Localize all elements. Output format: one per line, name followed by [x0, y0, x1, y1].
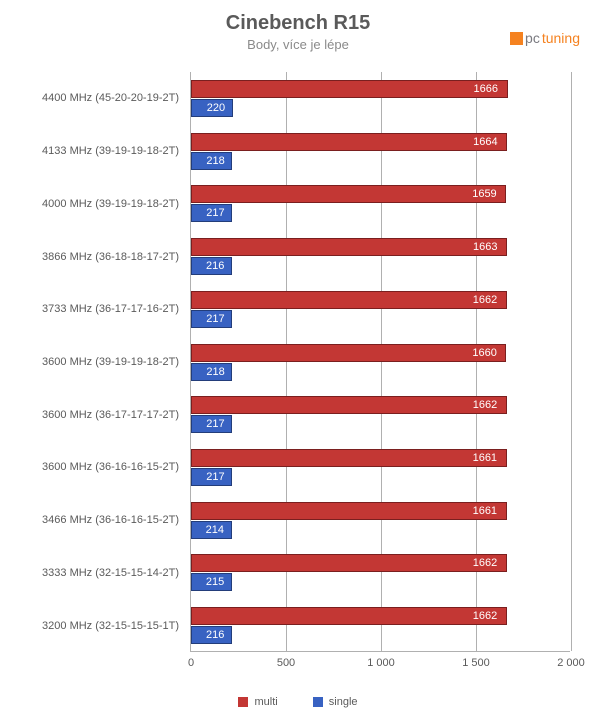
bar-value-single: 217 [206, 310, 224, 328]
brand-logo: pctuning [510, 30, 580, 46]
bar-group: 4133 MHz (39-19-19-18-2T)1664218 [191, 133, 570, 170]
category-label: 3600 MHz (39-19-19-18-2T) [1, 356, 191, 368]
category-label: 4000 MHz (39-19-19-18-2T) [1, 198, 191, 210]
category-label: 3466 MHz (36-16-16-15-2T) [1, 514, 191, 526]
bar-multi [191, 291, 507, 309]
legend-swatch-multi [238, 697, 248, 707]
bar-value-single: 214 [206, 521, 224, 539]
bar-value-multi: 1662 [473, 607, 497, 625]
logo-text-pc: pc [525, 30, 540, 46]
bar-multi [191, 502, 507, 520]
chart-container: Cinebench R15 Body, více je lépe pctunin… [0, 0, 596, 720]
x-tick-label: 0 [188, 657, 194, 669]
bar-multi [191, 80, 508, 98]
bar-group: 3733 MHz (36-17-17-16-2T)1662217 [191, 291, 570, 328]
category-label: 4400 MHz (45-20-20-19-2T) [1, 92, 191, 104]
bar-value-single: 216 [206, 626, 224, 644]
bar-group: 3333 MHz (32-15-15-14-2T)1662215 [191, 554, 570, 591]
bar-group: 3600 MHz (36-16-16-15-2T)1661217 [191, 449, 570, 486]
category-label: 3600 MHz (36-17-17-17-2T) [1, 409, 191, 421]
category-label: 3733 MHz (36-17-17-16-2T) [1, 303, 191, 315]
bar-value-multi: 1660 [472, 344, 496, 362]
bar-group: 3200 MHz (32-15-15-15-1T)1662216 [191, 607, 570, 644]
gridline [571, 72, 572, 651]
bar-group: 4400 MHz (45-20-20-19-2T)1666220 [191, 80, 570, 117]
bar-multi [191, 449, 507, 467]
category-label: 3200 MHz (32-15-15-15-1T) [1, 620, 191, 632]
legend-label-single: single [329, 696, 358, 708]
bar-group: 3466 MHz (36-16-16-15-2T)1661214 [191, 502, 570, 539]
bar-value-multi: 1659 [472, 185, 496, 203]
bar-value-multi: 1666 [474, 80, 498, 98]
bar-group: 3866 MHz (36-18-18-17-2T)1663216 [191, 238, 570, 275]
x-tick-label: 500 [277, 657, 295, 669]
bar-value-multi: 1662 [473, 396, 497, 414]
bar-multi [191, 344, 506, 362]
plot-area: 05001 0001 5002 0004400 MHz (45-20-20-19… [190, 72, 570, 652]
bar-value-single: 217 [206, 204, 224, 222]
chart-title: Cinebench R15 [0, 0, 596, 35]
bar-value-multi: 1664 [473, 133, 497, 151]
x-tick-label: 1 000 [367, 657, 395, 669]
legend-label-multi: multi [254, 696, 277, 708]
bar-value-single: 216 [206, 257, 224, 275]
legend-item-single: single [313, 696, 358, 708]
bar-group: 3600 MHz (36-17-17-17-2T)1662217 [191, 396, 570, 433]
bar-value-multi: 1661 [473, 449, 497, 467]
logo-icon [510, 32, 523, 45]
bar-value-single: 220 [207, 99, 225, 117]
category-label: 3333 MHz (32-15-15-14-2T) [1, 567, 191, 579]
bar-value-single: 217 [206, 415, 224, 433]
bar-multi [191, 396, 507, 414]
bar-multi [191, 607, 507, 625]
bar-value-multi: 1662 [473, 554, 497, 572]
legend-swatch-single [313, 697, 323, 707]
bar-value-multi: 1661 [473, 502, 497, 520]
x-tick-label: 2 000 [557, 657, 585, 669]
bar-multi [191, 133, 507, 151]
bar-value-multi: 1663 [473, 238, 497, 256]
category-label: 4133 MHz (39-19-19-18-2T) [1, 145, 191, 157]
bar-value-multi: 1662 [473, 291, 497, 309]
bar-value-single: 218 [206, 363, 224, 381]
legend-item-multi: multi [238, 696, 277, 708]
bar-multi [191, 185, 506, 203]
logo-text-tuning: tuning [542, 30, 580, 46]
bar-value-single: 218 [206, 152, 224, 170]
bar-group: 4000 MHz (39-19-19-18-2T)1659217 [191, 185, 570, 222]
category-label: 3600 MHz (36-16-16-15-2T) [1, 461, 191, 473]
bar-group: 3600 MHz (39-19-19-18-2T)1660218 [191, 344, 570, 381]
bar-multi [191, 554, 507, 572]
bar-value-single: 215 [206, 573, 224, 591]
category-label: 3866 MHz (36-18-18-17-2T) [1, 251, 191, 263]
bar-multi [191, 238, 507, 256]
chart-subtitle: Body, více je lépe [0, 37, 596, 52]
x-tick-label: 1 500 [462, 657, 490, 669]
legend: multi single [0, 696, 596, 710]
bar-value-single: 217 [206, 468, 224, 486]
